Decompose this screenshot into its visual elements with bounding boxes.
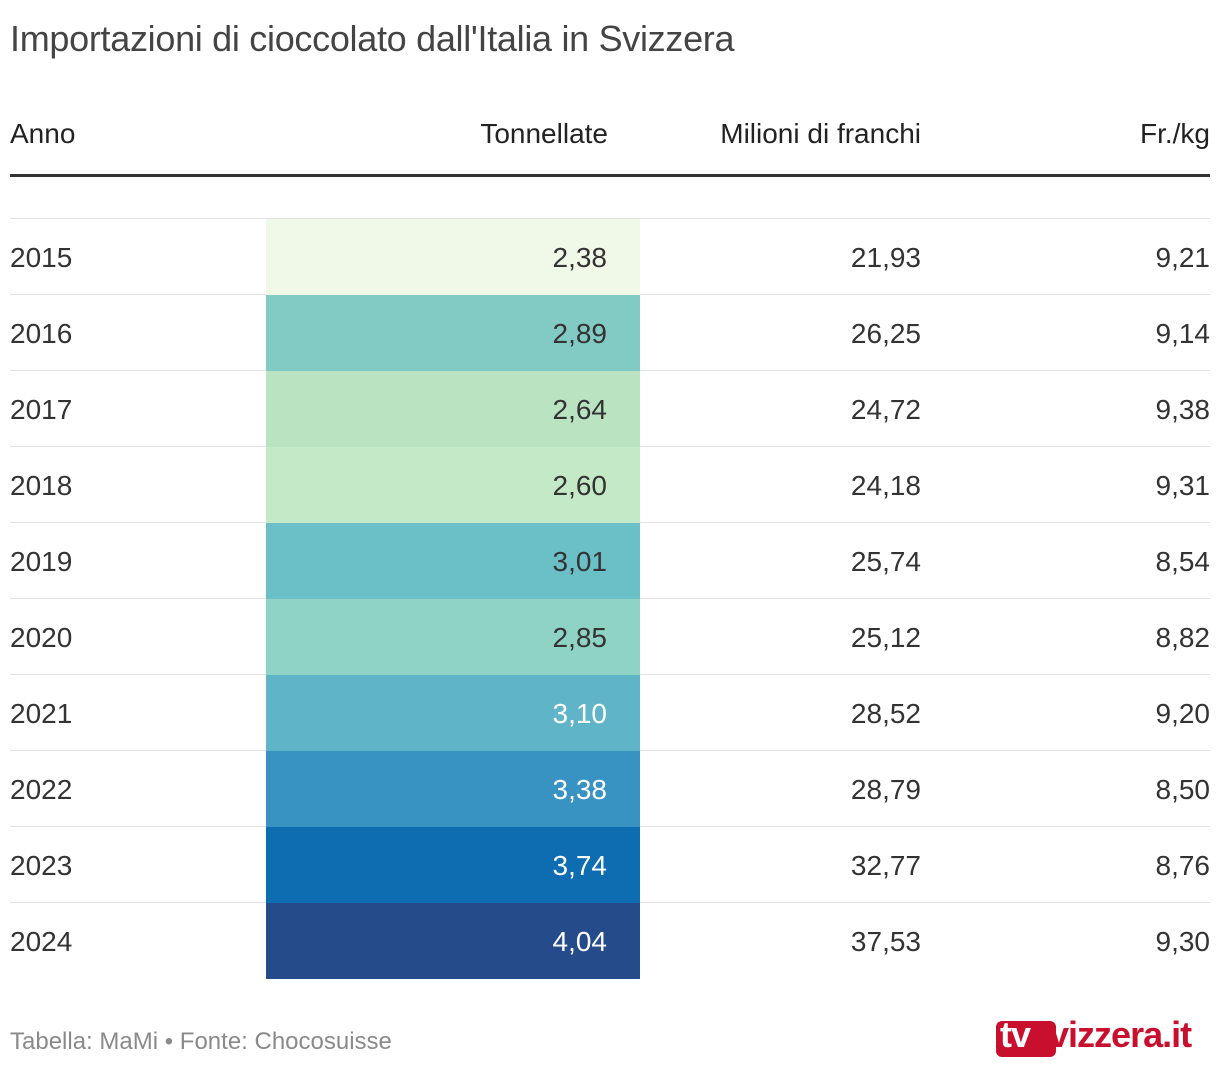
cell-tonnellate: 3,74	[266, 827, 640, 903]
cell-frkg: 9,20	[1155, 698, 1211, 729]
cell-milioni: 28,52	[850, 698, 921, 729]
table-body: 2015 2,38 21,93 9,21 2016 2,89 26,25 9,14 2017 2,…	[10, 219, 1210, 979]
cell-milioni: 37,53	[850, 926, 921, 957]
cell-anno: 2021	[10, 698, 73, 729]
cell-frkg: 8,50	[1155, 774, 1211, 805]
table-header: Anno Tonnellate Milioni di franchi Fr./k…	[10, 118, 1210, 158]
cell-milioni: 21,93	[850, 242, 921, 273]
cell-frkg: 8,76	[1155, 850, 1211, 881]
logo-text: tvsvizzera.it	[1000, 1014, 1192, 1056]
table-row: 2016 2,89 26,25 9,14	[10, 295, 1210, 371]
table-row: 2020 2,85 25,12 8,82	[10, 599, 1210, 675]
header-spacer-line	[10, 218, 1210, 219]
table-row: 2017 2,64 24,72 9,38	[10, 371, 1210, 447]
cell-frkg: 9,14	[1155, 318, 1211, 349]
cell-anno: 2020	[10, 622, 73, 653]
cell-tonnellate: 2,38	[266, 219, 640, 295]
cell-frkg: 9,21	[1155, 242, 1211, 273]
column-header-frkg: Fr./kg	[1139, 118, 1210, 149]
cell-anno: 2024	[10, 926, 73, 957]
source-note: Tabella: MaMi • Fonte: Chocosuisse	[10, 1028, 392, 1055]
logo-tv: tv	[1000, 1014, 1031, 1055]
cell-anno: 2017	[10, 394, 73, 425]
column-header-tonnellate: Tonnellate	[480, 118, 608, 149]
cell-frkg: 8,54	[1155, 546, 1211, 577]
cell-anno: 2019	[10, 546, 73, 577]
cell-tonnellate: 3,10	[266, 675, 640, 751]
cell-milioni: 25,74	[850, 546, 921, 577]
cell-milioni: 24,72	[850, 394, 921, 425]
cell-tonnellate: 2,89	[266, 295, 640, 371]
column-header-anno: Anno	[10, 118, 76, 149]
cell-anno: 2022	[10, 774, 73, 805]
cell-milioni: 24,18	[850, 470, 921, 501]
cell-tonnellate: 4,04	[266, 903, 640, 979]
logo-rest: svizzera.it	[1030, 1014, 1192, 1055]
cell-milioni: 28,79	[850, 774, 921, 805]
cell-frkg: 9,31	[1155, 470, 1211, 501]
cell-milioni: 32,77	[850, 850, 921, 881]
table-row: 2015 2,38 21,93 9,21	[10, 219, 1210, 295]
logo-badge	[996, 1021, 1056, 1057]
cell-anno: 2016	[10, 318, 73, 349]
chart-title: Importazioni di cioccolato dall'Italia i…	[10, 18, 735, 59]
tvsvizzera-logo[interactable]: tvsvizzera.it	[996, 1014, 1210, 1058]
cell-tonnellate: 3,01	[266, 523, 640, 599]
cell-frkg: 9,38	[1155, 394, 1211, 425]
table-row: 2019 3,01 25,74 8,54	[10, 523, 1210, 599]
table-row: 2021 3,10 28,52 9,20	[10, 675, 1210, 751]
header-rule	[10, 174, 1210, 177]
cell-frkg: 9,30	[1155, 926, 1211, 957]
cell-tonnellate: 3,38	[266, 751, 640, 827]
cell-milioni: 26,25	[850, 318, 921, 349]
table-row: 2022 3,38 28,79 8,50	[10, 751, 1210, 827]
table-row: 2018 2,60 24,18 9,31	[10, 447, 1210, 523]
cell-anno: 2015	[10, 242, 73, 273]
cell-milioni: 25,12	[850, 622, 921, 653]
cell-tonnellate: 2,60	[266, 447, 640, 523]
cell-tonnellate: 2,64	[266, 371, 640, 447]
cell-anno: 2018	[10, 470, 73, 501]
table-row: 2024 4,04 37,53 9,30	[10, 903, 1210, 979]
cell-anno: 2023	[10, 850, 73, 881]
cell-tonnellate: 2,85	[266, 599, 640, 675]
column-header-milioni: Milioni di franchi	[720, 118, 921, 149]
cell-frkg: 8,82	[1155, 622, 1211, 653]
table-row: 2023 3,74 32,77 8,76	[10, 827, 1210, 903]
